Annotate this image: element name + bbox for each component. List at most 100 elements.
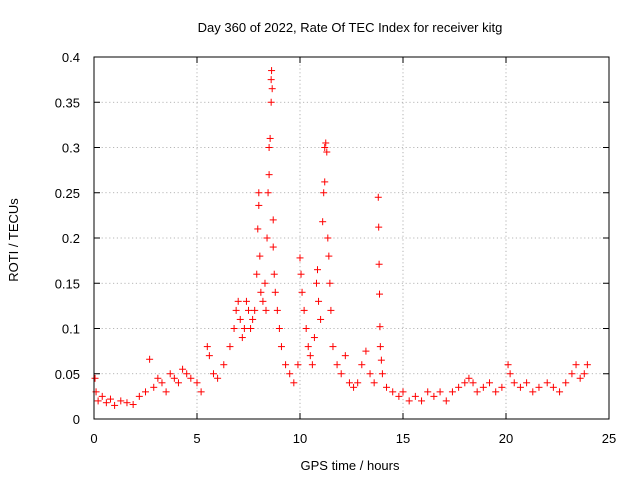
data-point (267, 76, 275, 84)
data-point (350, 383, 358, 391)
data-point (129, 401, 137, 409)
data-point (187, 374, 195, 382)
data-point (583, 361, 591, 369)
data-point (242, 297, 250, 305)
data-point (265, 144, 273, 151)
data-point (197, 388, 205, 396)
data-point (268, 67, 276, 75)
data-point (479, 383, 487, 391)
data-point (465, 374, 473, 382)
y-tick-label: 0.4 (62, 50, 80, 65)
data-point (510, 379, 518, 387)
data-point (226, 343, 234, 351)
data-point (256, 252, 264, 260)
data-point (270, 270, 278, 278)
chart-title: Day 360 of 2022, Rate Of TEC Index for r… (198, 20, 503, 35)
data-point (271, 288, 279, 296)
data-point (376, 290, 384, 298)
data-point (158, 379, 166, 387)
data-point (257, 288, 265, 296)
y-tick-label: 0 (73, 412, 80, 427)
data-point (312, 279, 320, 287)
data-point (170, 374, 178, 382)
data-point (345, 379, 353, 387)
data-point (264, 189, 272, 197)
data-point (370, 379, 378, 387)
data-point (111, 401, 119, 409)
data-point (354, 379, 362, 387)
data-point (238, 334, 246, 342)
data-point (324, 234, 332, 242)
data-point (556, 388, 564, 396)
data-point (535, 383, 543, 391)
data-point (319, 218, 327, 226)
data-point (269, 243, 277, 251)
data-point (142, 388, 149, 396)
x-tick-label: 0 (90, 431, 97, 446)
data-point (91, 374, 99, 382)
data-point (255, 189, 263, 197)
y-axis-label: ROTI / TECUs (6, 198, 21, 282)
data-point (424, 388, 432, 396)
data-point (193, 379, 201, 387)
data-point (263, 234, 271, 242)
data-point (266, 134, 274, 142)
data-point (282, 361, 290, 369)
data-point (162, 388, 170, 396)
data-point (106, 395, 114, 403)
data-point (308, 361, 316, 369)
data-point (297, 270, 305, 278)
data-point (265, 171, 273, 179)
data-point (529, 388, 537, 396)
data-point (232, 306, 240, 314)
data-point (277, 343, 285, 351)
data-point (310, 334, 318, 342)
data-point (399, 388, 407, 396)
data-point (461, 379, 469, 387)
data-point (300, 306, 308, 314)
data-point (306, 352, 314, 360)
data-point (473, 388, 481, 396)
data-point (275, 325, 283, 332)
data-point (174, 379, 182, 387)
data-point (486, 379, 494, 387)
data-point (254, 225, 262, 233)
data-point (362, 347, 370, 355)
data-point (329, 343, 337, 351)
data-point (323, 148, 331, 156)
data-point (304, 343, 312, 351)
data-point (516, 383, 524, 391)
data-point (376, 323, 384, 331)
data-point (418, 397, 426, 405)
data-point (498, 383, 506, 391)
data-point (375, 223, 383, 231)
data-point (298, 288, 306, 296)
x-tick-label: 20 (499, 431, 513, 446)
y-tick-label: 0.05 (55, 367, 80, 382)
data-point (321, 144, 329, 151)
data-point (290, 379, 298, 387)
y-tick-label: 0.25 (55, 186, 80, 201)
data-point (377, 356, 385, 364)
grid-lines (94, 57, 609, 419)
data-point (135, 392, 143, 400)
x-tick-label: 25 (602, 431, 616, 446)
data-point (314, 266, 322, 274)
data-point (576, 374, 584, 382)
data-point (562, 379, 570, 387)
data-point (378, 370, 386, 378)
data-point (492, 388, 500, 396)
data-point (102, 399, 110, 407)
data-point (259, 297, 267, 305)
data-point (154, 374, 162, 382)
y-tick-label: 0.15 (55, 276, 80, 291)
data-point (442, 397, 450, 405)
data-point (220, 361, 228, 369)
data-point (267, 98, 275, 106)
data-point (253, 270, 261, 278)
data-point (523, 379, 531, 387)
data-point (98, 392, 106, 400)
data-point (448, 388, 456, 396)
data-point (326, 279, 334, 287)
